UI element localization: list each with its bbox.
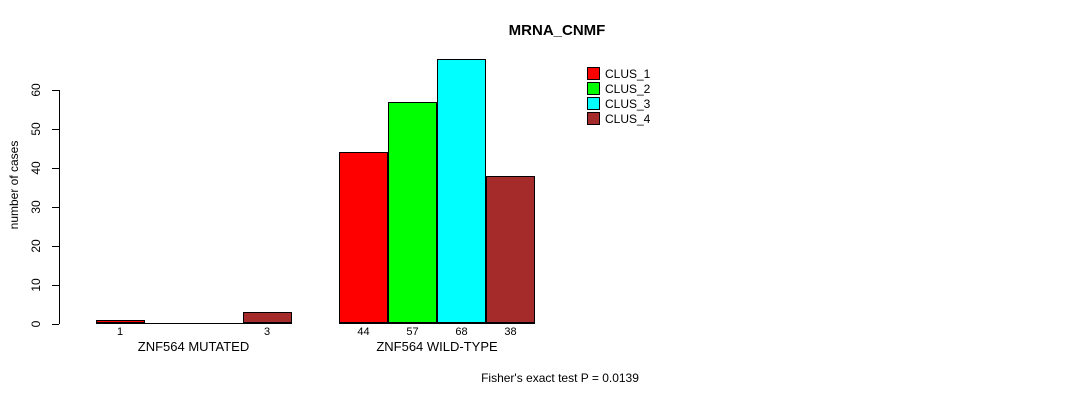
legend-label: CLUS_2 xyxy=(605,81,651,96)
y-tick-mark xyxy=(52,128,59,130)
bar-clus_1-1 xyxy=(95,319,145,324)
bar-value-label: 38 xyxy=(504,326,517,338)
legend-item-clus_4: CLUS_4 xyxy=(587,111,650,126)
y-tick-mark xyxy=(52,323,59,325)
bar-value-label: 44 xyxy=(357,326,370,338)
legend-label: CLUS_3 xyxy=(605,96,651,111)
fisher-test-annotation: Fisher's exact test P = 0.0139 xyxy=(481,371,639,385)
bar-clus_4-2 xyxy=(486,175,535,324)
bar-clus_1-2 xyxy=(339,152,388,324)
y-tick-mark xyxy=(52,245,59,247)
group-baseline xyxy=(95,322,292,324)
legend-swatch-icon xyxy=(587,97,600,110)
bar-clus_2-2 xyxy=(388,101,437,324)
legend-swatch-icon xyxy=(587,82,600,95)
legend-item-clus_2: CLUS_2 xyxy=(587,81,650,96)
legend-item-clus_1: CLUS_1 xyxy=(587,66,650,81)
y-tick-mark xyxy=(52,89,59,91)
legend-swatch-icon xyxy=(587,67,600,80)
x-category-label: ZNF564 MUTATED xyxy=(137,339,250,354)
legend: CLUS_1 CLUS_2 CLUS_3 CLUS_4 xyxy=(587,66,650,126)
legend-swatch-icon xyxy=(587,112,600,125)
legend-item-clus_3: CLUS_3 xyxy=(587,96,650,111)
bar-clus_4-1 xyxy=(242,311,292,324)
y-tick-mark xyxy=(52,284,59,286)
legend-label: CLUS_4 xyxy=(605,111,651,126)
bar-value-label: 1 xyxy=(116,326,124,338)
bar-value-label: 68 xyxy=(455,326,468,338)
x-category-label: ZNF564 WILD-TYPE xyxy=(376,339,498,354)
y-axis-line xyxy=(59,89,60,325)
chart-title: MRNA_CNMF xyxy=(508,22,606,39)
legend-label: CLUS_1 xyxy=(605,66,651,81)
bar-clus_3-2 xyxy=(437,58,486,324)
bar-value-label: 3 xyxy=(263,326,271,338)
y-tick-mark xyxy=(52,206,59,208)
bar-value-label: 57 xyxy=(406,326,419,338)
y-tick-mark xyxy=(52,167,59,169)
